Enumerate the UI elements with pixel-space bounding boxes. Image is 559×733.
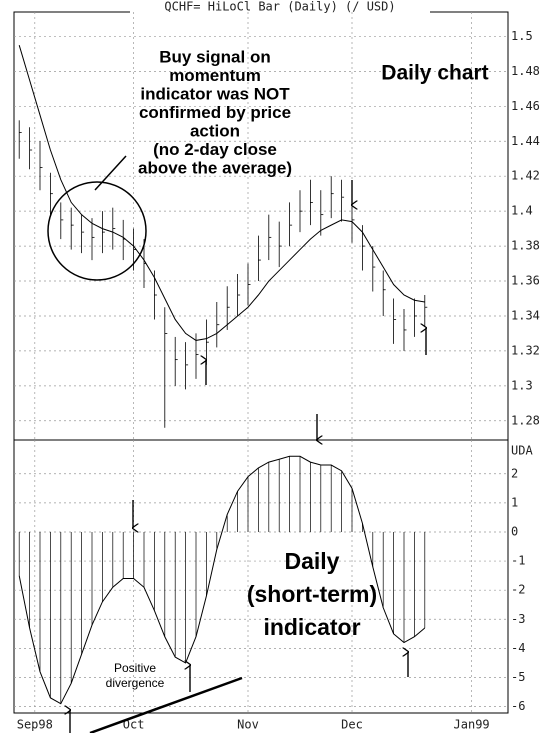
y-tick-label: -2 (511, 583, 525, 597)
y-tick-label: 0 (511, 524, 518, 538)
annotation: Positive (114, 661, 156, 675)
y-tick-label: 1.38 (511, 239, 540, 253)
annotation: action (190, 121, 240, 140)
annotation: (short-term) (247, 581, 377, 607)
circle (47, 181, 147, 281)
y-tick-label: -5 (511, 670, 525, 684)
x-tick-label: Dec (341, 718, 363, 732)
x-tick-label: Oct (123, 718, 145, 732)
title-bg (130, 0, 430, 13)
y-tick-label: 2 (511, 466, 518, 480)
annotation-shapes (47, 155, 426, 733)
annotation: Daily chart (381, 62, 488, 85)
x-tick-label: Sep98 (17, 718, 53, 732)
y-tick-label: 1 (511, 495, 518, 509)
x-tick-label: Nov (237, 718, 259, 732)
y-tick-label: 1.3 (511, 378, 533, 392)
annotation: Daily (285, 548, 340, 574)
y-tick-label: 1.44 (511, 134, 540, 148)
pointer (94, 155, 127, 191)
y-tick-label: -4 (511, 641, 525, 655)
x-tick-label: Jan99 (454, 718, 490, 732)
indicator-line (18, 455, 426, 705)
annotation: indicator was NOT (140, 84, 290, 103)
chart-title: QCHF= HiLoCl Bar (Daily) (/ USD) (164, 0, 395, 14)
y-tick-label: -6 (511, 699, 525, 713)
annotation: divergence (106, 676, 165, 690)
annotation: indicator (263, 614, 360, 640)
y-tick-label: -1 (511, 554, 525, 568)
y-tick-label: 1.4 (511, 204, 533, 218)
annotation: (no 2-day close (153, 140, 277, 159)
annotation: above the average) (138, 158, 292, 177)
y-tick-label: 1.5 (511, 29, 533, 43)
moving-average (18, 45, 425, 341)
y-tick-label: 1.36 (511, 274, 540, 288)
annotation: Buy signal on (159, 47, 270, 66)
y-tick-label: 1.28 (511, 413, 540, 427)
y-tick-label: 1.46 (511, 99, 540, 113)
annotation: confirmed by price (139, 103, 291, 122)
y-tick-label: 1.48 (511, 64, 540, 78)
y-tick-label: 1.42 (511, 169, 540, 183)
axis-label: UDA (511, 444, 533, 458)
annotation: momentum (169, 66, 261, 85)
marks: 1.51.481.461.441.421.41.381.361.341.321.… (14, 12, 540, 732)
y-tick-label: 1.32 (511, 343, 540, 357)
divergence-line (89, 676, 243, 733)
y-tick-label: -3 (511, 612, 525, 626)
y-tick-label: 1.34 (511, 308, 540, 322)
